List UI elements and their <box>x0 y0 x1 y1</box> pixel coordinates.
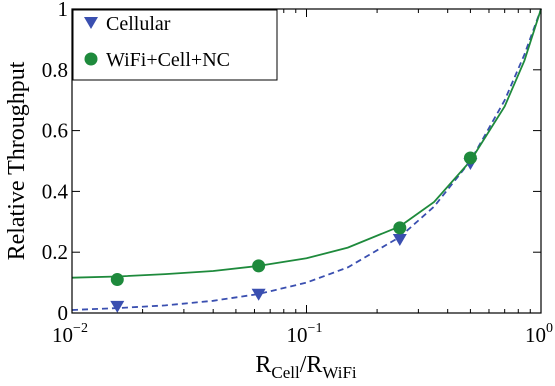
data-point-0 <box>392 234 407 247</box>
series-line-0 <box>71 8 542 311</box>
y-axis-label: Relative Throughput <box>4 61 30 260</box>
y-tick-label: 0.2 <box>42 240 68 264</box>
data-point-1 <box>463 151 477 165</box>
y-tick-label: 1 <box>58 0 69 21</box>
legend-nc-marker <box>84 52 98 66</box>
legend: Cellular WiFi+Cell+NC <box>72 9 278 81</box>
x-axis-label: RCell/RWiFi <box>255 352 357 382</box>
data-point-0 <box>110 300 125 313</box>
legend-nc-label: WiFi+Cell+NC <box>106 49 230 71</box>
y-tick-label: 0.8 <box>42 58 68 82</box>
x-tick-label: 10−2 <box>52 321 88 347</box>
data-point-0 <box>251 288 266 301</box>
y-tick-label: 0.6 <box>42 119 68 143</box>
legend-box <box>72 9 278 81</box>
data-point-1 <box>110 273 124 287</box>
series-line-1 <box>71 8 542 279</box>
series-layer <box>71 8 542 313</box>
y-tick-label: 0 <box>58 301 69 325</box>
x-tick-label: 100 <box>525 321 553 347</box>
data-point-1 <box>393 221 407 235</box>
legend-cellular-marker <box>84 17 98 29</box>
legend-cellular-label: Cellular <box>106 13 171 35</box>
data-point-1 <box>252 259 266 273</box>
y-tick-label: 0.4 <box>42 179 69 203</box>
plot-frame <box>71 8 542 314</box>
x-tick-label: 10−1 <box>287 321 323 347</box>
